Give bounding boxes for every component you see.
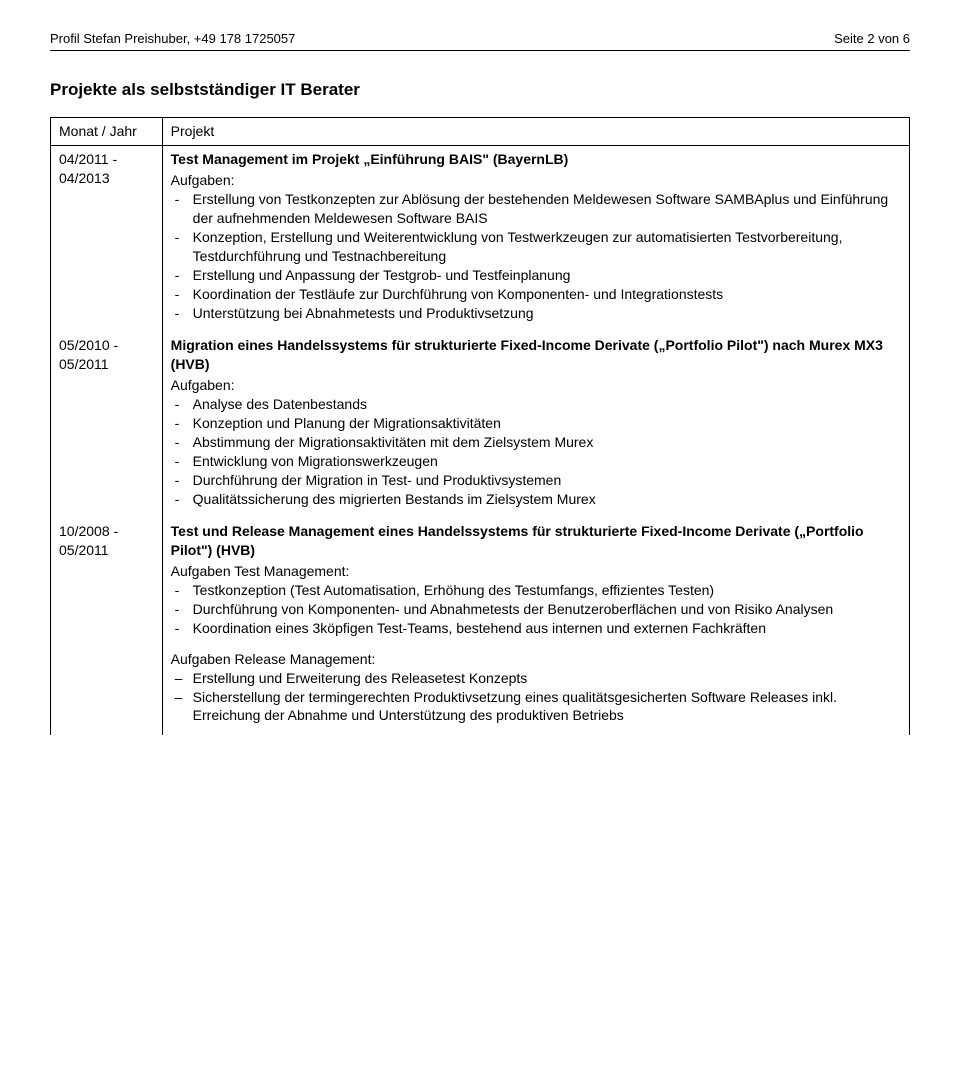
list-item: Koordination der Testläufe zur Durchführ…: [171, 285, 901, 304]
subhead: Aufgaben Test Management:: [171, 562, 901, 581]
task-list: Erstellung von Testkonzepten zur Ablösun…: [171, 190, 901, 322]
task-list: Testkonzeption (Test Automatisation, Erh…: [171, 581, 901, 638]
list-item: Erstellung von Testkonzepten zur Ablösun…: [171, 190, 901, 228]
list-item: Entwicklung von Migrationswerkzeugen: [171, 452, 901, 471]
list-item: Konzeption, Erstellung und Weiterentwick…: [171, 228, 901, 266]
header-left: Profil Stefan Preishuber, +49 178 172505…: [50, 30, 295, 48]
projects-table: Monat / Jahr Projekt 04/2011 - 04/2013 T…: [50, 117, 910, 735]
cell-period: 04/2011 - 04/2013: [51, 146, 163, 333]
list-item: Konzeption und Planung der Migrationsakt…: [171, 414, 901, 433]
page-header: Profil Stefan Preishuber, +49 178 172505…: [50, 30, 910, 51]
list-item: Koordination eines 3köpfigen Test-Teams,…: [171, 619, 901, 638]
list-item: Durchführung der Migration in Test- und …: [171, 471, 901, 490]
task-list: Erstellung und Erweiterung des Releasete…: [171, 669, 901, 726]
table-row: 05/2010 - 05/2011 Migration eines Handel…: [51, 332, 910, 518]
subhead: Aufgaben:: [171, 376, 901, 395]
project-title: Test und Release Management eines Handel…: [171, 523, 864, 558]
table-header-row: Monat / Jahr Projekt: [51, 118, 910, 146]
cell-project: Test und Release Management eines Handel…: [162, 518, 909, 735]
list-item: Sicherstellung der termingerechten Produ…: [171, 688, 901, 726]
list-item: Durchführung von Komponenten- und Abnahm…: [171, 600, 901, 619]
task-list: Analyse des Datenbestands Konzeption und…: [171, 395, 901, 508]
cell-period: 10/2008 - 05/2011: [51, 518, 163, 735]
list-item: Erstellung und Anpassung der Testgrob- u…: [171, 266, 901, 285]
project-title: Migration eines Handelssystems für struk…: [171, 337, 883, 372]
header-right: Seite 2 von 6: [834, 30, 910, 48]
cell-project: Test Management im Projekt „Einführung B…: [162, 146, 909, 333]
project-title: Test Management im Projekt „Einführung B…: [171, 151, 569, 167]
list-item: Qualitätssicherung des migrierten Bestan…: [171, 490, 901, 509]
list-item: Analyse des Datenbestands: [171, 395, 901, 414]
subhead: Aufgaben:: [171, 171, 901, 190]
cell-project: Migration eines Handelssystems für struk…: [162, 332, 909, 518]
subhead: Aufgaben Release Management:: [171, 650, 901, 669]
list-item: Abstimmung der Migrationsaktivitäten mit…: [171, 433, 901, 452]
col-project: Projekt: [162, 118, 909, 146]
list-item: Erstellung und Erweiterung des Releasete…: [171, 669, 901, 688]
table-row: 10/2008 - 05/2011 Test und Release Manag…: [51, 518, 910, 735]
cell-period: 05/2010 - 05/2011: [51, 332, 163, 518]
table-row: 04/2011 - 04/2013 Test Management im Pro…: [51, 146, 910, 333]
col-period: Monat / Jahr: [51, 118, 163, 146]
section-title: Projekte als selbstständiger IT Berater: [50, 79, 910, 102]
list-item: Unterstützung bei Abnahmetests und Produ…: [171, 304, 901, 323]
list-item: Testkonzeption (Test Automatisation, Erh…: [171, 581, 901, 600]
